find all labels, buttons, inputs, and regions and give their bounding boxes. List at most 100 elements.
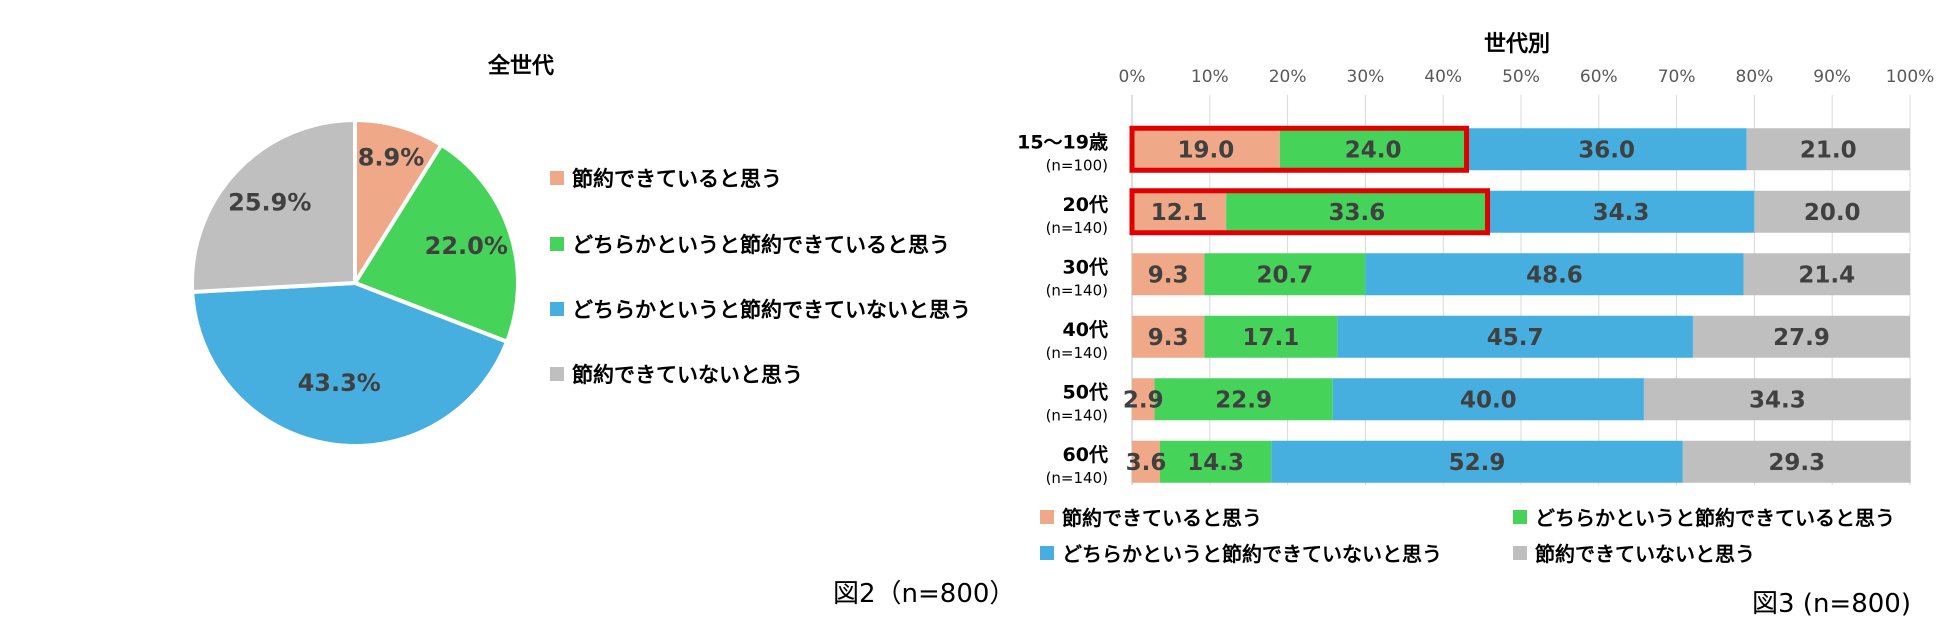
- bar-legend-item-somewhat-not-saved: どちらかというと節約できていないと思う: [1040, 538, 1442, 567]
- bar-segment: [1204, 315, 1338, 358]
- legend-swatch: [550, 302, 564, 316]
- category-label: 50代: [1063, 381, 1108, 403]
- pie-chart: 8.9% 22.0% 43.3% 25.9%: [190, 117, 520, 448]
- x-tick-label: 50%: [1502, 67, 1540, 87]
- legend-label: 節約できていないと思う: [1535, 542, 1755, 566]
- bar-value-label: 9.3: [1148, 325, 1189, 351]
- bar-value-label: 22.9: [1215, 387, 1272, 413]
- legend-label: どちらかというと節約できていると思う: [1535, 506, 1895, 530]
- bar-segment: [1466, 128, 1747, 171]
- bar-segment: [1132, 315, 1205, 358]
- bar-value-label: 33.6: [1328, 200, 1385, 226]
- bar-segment: [1332, 378, 1644, 421]
- highlight-box: [1129, 188, 1491, 236]
- bar-value-label: 52.9: [1449, 450, 1506, 476]
- bar-value-label: 20.0: [1804, 200, 1861, 226]
- pie-slice: [190, 117, 357, 295]
- bar-value-label: 27.9: [1773, 325, 1830, 351]
- bar-segment: [1204, 253, 1366, 296]
- pie-slice-label: 8.9%: [358, 144, 425, 172]
- bar-segment: [1279, 128, 1467, 171]
- bar-value-label: 12.1: [1151, 200, 1208, 226]
- bar-segment: [1132, 128, 1280, 171]
- legend-label: どちらかというと節約できていないと思う: [572, 298, 971, 322]
- bar-segment: [1271, 440, 1683, 483]
- bar-segment: [1692, 315, 1910, 358]
- legend-swatch: [550, 171, 564, 185]
- legend-swatch: [550, 237, 564, 251]
- category-n-label: (n=140): [1046, 406, 1108, 424]
- pie-chart-caption: 図2（n=800）: [833, 579, 1016, 609]
- x-tick-label: 80%: [1736, 67, 1774, 87]
- bar-value-label: 14.3: [1187, 450, 1244, 476]
- x-tick-label: 60%: [1580, 67, 1618, 87]
- pie-legend-item-not-saved: 節約できていないと思う: [550, 359, 803, 389]
- bar-value-label: 2.9: [1123, 387, 1164, 413]
- legend-label: どちらかというと節約できていると思う: [572, 233, 950, 257]
- category-n-label: (n=140): [1046, 219, 1108, 237]
- bar-segment: [1132, 440, 1161, 483]
- bar-value-label: 34.3: [1749, 387, 1806, 413]
- bar-legend-item-not-saved: 節約できていないと思う: [1513, 538, 1755, 567]
- category-n-label: (n=140): [1046, 344, 1108, 362]
- bar-chart-title: 世代別: [1484, 32, 1551, 57]
- bar-segment: [1365, 253, 1744, 296]
- category-label: 40代: [1063, 319, 1108, 341]
- bar-value-label: 34.3: [1593, 200, 1650, 226]
- legend-swatch: [550, 367, 564, 381]
- legend-label: 節約できていると思う: [572, 167, 782, 191]
- bar-segment: [1160, 440, 1272, 483]
- legend-label: 節約できていないと思う: [572, 363, 803, 387]
- x-tick-label: 0%: [1119, 67, 1146, 87]
- x-tick-label: 70%: [1658, 67, 1696, 87]
- bar-value-label: 48.6: [1526, 262, 1583, 288]
- bar-chart-caption: 図3 (n=800): [1752, 589, 1911, 619]
- legend-swatch: [1040, 509, 1054, 524]
- bar-segment: [1682, 440, 1911, 483]
- category-label: 15～19歳: [1017, 131, 1108, 153]
- legend-swatch: [1040, 545, 1054, 560]
- bar-segment: [1132, 378, 1155, 421]
- bar-chart: 0% 10% 20% 30% 40% 50% 60% 70% 80% 90% 100% 19.0 24…: [1017, 67, 1935, 485]
- pie-slice: [190, 280, 510, 448]
- category-label: 60代: [1063, 444, 1108, 466]
- x-tick-label: 10%: [1191, 67, 1229, 87]
- bar-value-label: 17.1: [1242, 325, 1299, 351]
- bar-value-label: 21.4: [1798, 262, 1855, 288]
- legend-swatch: [1513, 509, 1527, 524]
- x-tick-label: 20%: [1269, 67, 1307, 87]
- legend-label: どちらかというと節約できていないと思う: [1062, 542, 1442, 566]
- bar-segment: [1132, 190, 1227, 233]
- bar-value-label: 29.3: [1768, 450, 1825, 476]
- category-label: 20代: [1063, 194, 1108, 216]
- category-n-label: (n=140): [1046, 469, 1108, 485]
- pie-slice-label: 25.9%: [228, 188, 311, 216]
- category-label: 30代: [1063, 256, 1108, 278]
- bar-segment: [1746, 128, 1910, 171]
- legend-swatch: [1513, 545, 1527, 560]
- bar-value-label: 45.7: [1487, 325, 1544, 351]
- bar-segment: [1487, 190, 1755, 233]
- bar-segment: [1132, 253, 1205, 296]
- pie-legend-item-somewhat-not-saved: どちらかというと節約できていないと思う: [550, 294, 971, 324]
- pie-chart-title: 全世代: [488, 54, 555, 79]
- bar-segment: [1154, 378, 1333, 421]
- x-tick-label: 40%: [1424, 67, 1462, 87]
- bar-value-label: 19.0: [1178, 137, 1235, 163]
- bar-segment: [1226, 190, 1488, 233]
- pie-slice: [352, 142, 520, 345]
- category-n-label: (n=140): [1046, 281, 1108, 299]
- pie-legend-item-somewhat-saved: どちらかというと節約できていると思う: [550, 229, 950, 259]
- pie-slice-label: 22.0%: [425, 232, 508, 260]
- x-tick-label: 30%: [1347, 67, 1385, 87]
- category-n-label: (n=100): [1046, 156, 1108, 174]
- bar-legend-item-somewhat-saved: どちらかというと節約できていると思う: [1513, 502, 1895, 531]
- x-tick-label: 90%: [1813, 67, 1851, 87]
- pie-slice-label: 43.3%: [298, 369, 381, 397]
- pie-legend-item-saved: 節約できていると思う: [550, 163, 782, 193]
- bar-segment: [1743, 253, 1910, 296]
- x-tick-label: 100%: [1886, 67, 1935, 87]
- bar-value-label: 40.0: [1460, 387, 1517, 413]
- highlight-box: [1129, 125, 1470, 173]
- bar-segment: [1643, 378, 1911, 421]
